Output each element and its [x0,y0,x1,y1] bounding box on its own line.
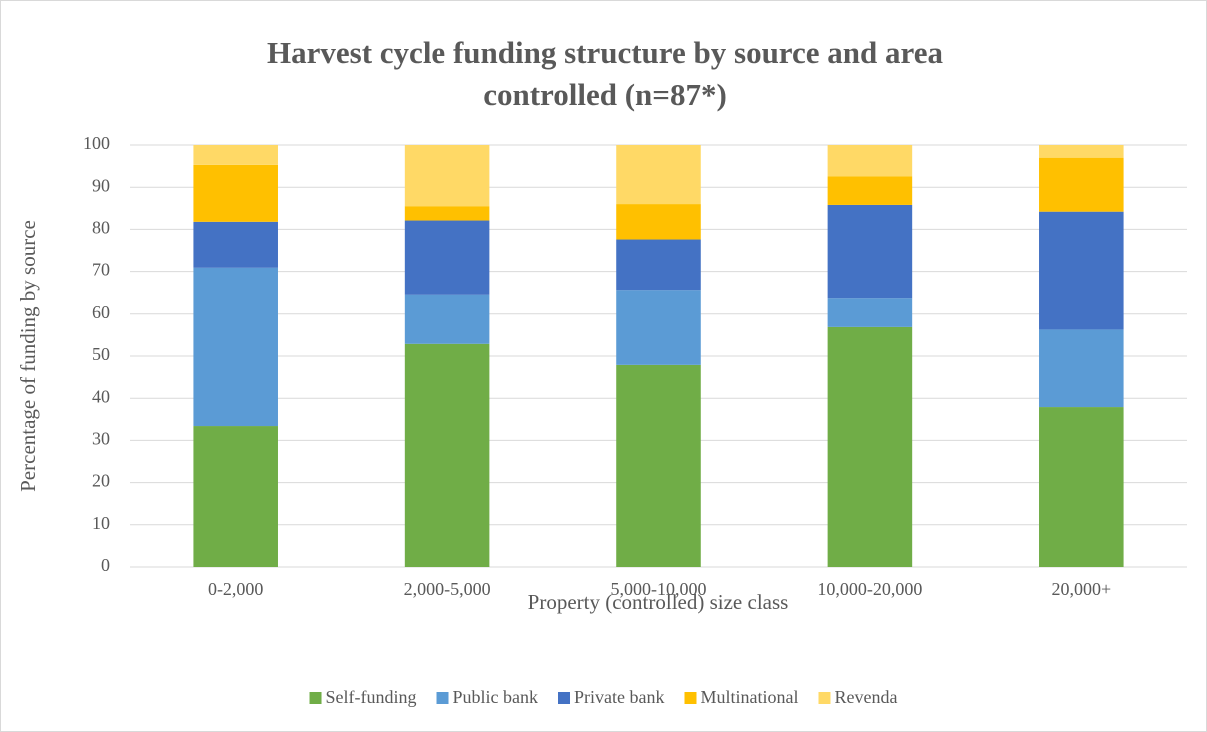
bar-segment [827,145,913,177]
y-tick-label: 30 [92,429,110,449]
bar-segment [404,206,490,221]
legend-swatch [684,692,697,704]
bar-segment [616,290,701,365]
bar-segment [193,164,278,222]
y-tick-label: 0 [101,555,110,575]
legend-swatch [558,692,571,704]
legend-label: Public bank [453,687,539,707]
bar-segment [616,204,701,240]
y-tick-label: 20 [92,471,110,491]
legend-swatch [818,692,831,704]
bar-segment [1039,407,1124,567]
bar-segment [827,176,913,205]
y-tick-label: 90 [92,175,110,195]
legend-swatch [309,692,322,704]
legend-label: Revenda [834,687,897,707]
bar-segment [404,220,490,295]
legend-swatch [436,692,449,704]
bar-segment [616,364,701,567]
chart-title: Harvest cycle funding structure by sourc… [267,35,943,112]
x-tick-label: 5,000-10,000 [611,579,707,599]
y-tick-label: 50 [92,344,110,364]
bar-segment [193,267,278,427]
y-tick-label: 80 [92,218,110,238]
y-tick-label: 100 [83,133,110,153]
y-tick-label: 70 [92,260,110,280]
x-axis-label: Property (controlled) size class [528,590,789,614]
y-tick-label: 60 [92,302,110,322]
bar-segment [1039,211,1124,330]
y-axis-label: Percentage of funding by source [16,220,40,492]
x-tick-label: 10,000-20,000 [817,579,922,599]
bar-segment [193,426,278,567]
y-tick-label: 10 [92,513,110,533]
bar-segment [193,145,278,165]
x-tick-label: 0-2,000 [208,579,264,599]
bar-segment [193,221,278,268]
legend-label: Private bank [574,687,664,707]
bar-segment [404,294,490,344]
bar-segment [827,298,913,327]
bar-segment [827,204,913,299]
bar-segment [404,343,490,567]
bar-segment [827,326,913,567]
legend-label: Self-funding [326,687,417,707]
bar-segment [1039,329,1124,408]
x-tick-label: 20,000+ [1051,579,1111,599]
bar-segment [1039,157,1124,212]
legend-label: Multinational [700,687,798,707]
x-tick-label: 2,000-5,000 [404,579,491,599]
y-tick-label: 40 [92,386,110,406]
bar-segment [1039,145,1124,158]
bar-segment [616,145,701,205]
bar-segment [404,145,490,207]
bar-segment [616,239,701,291]
